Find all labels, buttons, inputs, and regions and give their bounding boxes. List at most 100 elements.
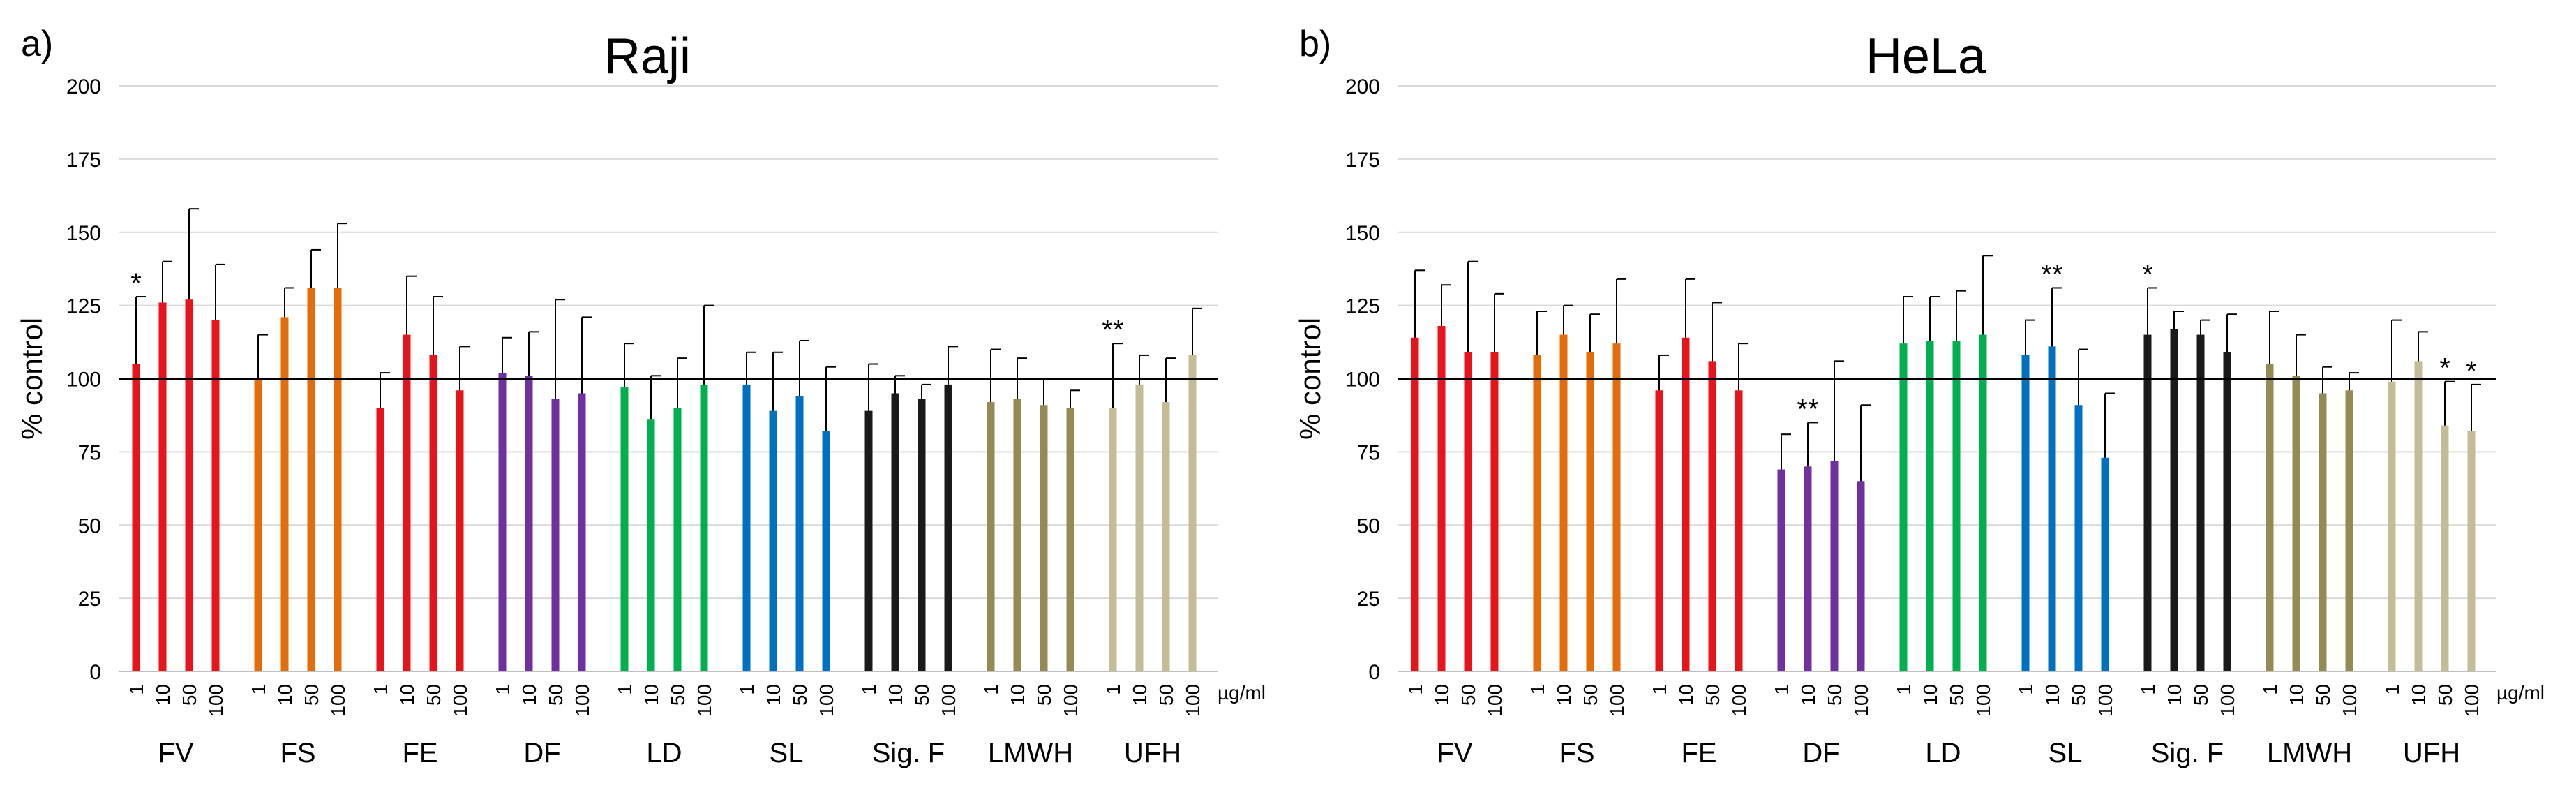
group-label: FV xyxy=(1437,738,1472,768)
significance-marker: ** xyxy=(1102,315,1123,346)
x-tick-label: 100 xyxy=(2339,684,2360,717)
bar-sl-10 xyxy=(769,410,777,671)
bar-fe-10 xyxy=(403,334,411,671)
x-tick-label: 50 xyxy=(1033,684,1055,706)
x-tick-label: 50 xyxy=(1946,684,1968,706)
x-tick-label: 100 xyxy=(1728,684,1750,717)
group-label: Sig. F xyxy=(872,738,945,768)
bar-df-100 xyxy=(1857,481,1865,671)
bar-fs-100 xyxy=(334,288,342,672)
x-tick-label: 100 xyxy=(1850,684,1872,717)
bar-fs-100 xyxy=(1612,343,1621,671)
y-tick-label: 125 xyxy=(1345,295,1380,318)
bar-sl-1 xyxy=(742,384,751,671)
unit-label: µg/ml xyxy=(1218,682,1266,704)
x-tick-label: 50 xyxy=(423,684,444,706)
x-tick-label: 1 xyxy=(1527,684,1548,695)
x-tick-label: 100 xyxy=(327,684,349,717)
x-tick-label: 100 xyxy=(938,684,959,717)
group-label: DF xyxy=(1802,738,1839,768)
x-tick-label: 10 xyxy=(641,684,662,706)
x-tick-label: 1 xyxy=(980,684,1002,695)
bar-ld-50 xyxy=(1952,340,1961,671)
bar-fv-50 xyxy=(185,299,193,671)
bar-df-1 xyxy=(1777,469,1785,671)
y-tick-label: 25 xyxy=(1357,588,1380,611)
y-axis-label: % control xyxy=(1294,318,1326,440)
x-tick-label: 10 xyxy=(396,684,418,706)
y-tick-label: 0 xyxy=(89,661,101,684)
bar-fs-1 xyxy=(1533,355,1541,671)
x-tick-label: 50 xyxy=(2312,684,2334,706)
x-tick-label: 50 xyxy=(2068,684,2090,706)
bar-ufh-10 xyxy=(1135,384,1144,671)
bar-fe-1 xyxy=(376,408,384,671)
x-tick-label: 10 xyxy=(2408,684,2429,706)
bar-fv-10 xyxy=(1437,325,1446,671)
chart-title: HeLa xyxy=(1866,29,1986,84)
bar-ld-100 xyxy=(1979,334,1987,671)
bar-sl-10 xyxy=(2048,346,2056,671)
x-tick-label: 50 xyxy=(2190,684,2212,706)
group-label: SL xyxy=(770,738,804,768)
group-label: LD xyxy=(1925,738,1961,768)
x-tick-label: 10 xyxy=(1129,684,1151,706)
y-tick-label: 175 xyxy=(1345,149,1380,172)
bar-sl-100 xyxy=(2101,457,2109,671)
x-tick-label: 50 xyxy=(545,684,567,706)
group-label: LMWH xyxy=(2267,738,2352,768)
x-tick-label: 50 xyxy=(1824,684,1845,706)
x-tick-label: 10 xyxy=(1007,684,1028,706)
bar-sigf-100 xyxy=(944,384,952,671)
bar-df-100 xyxy=(578,393,586,671)
x-tick-label: 1 xyxy=(492,684,514,695)
x-tick-label: 100 xyxy=(1060,684,1081,717)
x-tick-label: 50 xyxy=(179,684,200,706)
group-label: FE xyxy=(1681,738,1716,768)
x-tick-label: 10 xyxy=(1675,684,1697,706)
y-tick-label: 75 xyxy=(78,441,101,464)
bar-sigf-1 xyxy=(864,410,873,671)
significance-marker: ** xyxy=(2041,259,2062,290)
bar-fs-10 xyxy=(280,317,289,671)
bar-df-10 xyxy=(1804,466,1812,671)
bar-lmwh-1 xyxy=(2266,364,2274,671)
bar-fe-10 xyxy=(1682,337,1690,671)
bar-df-50 xyxy=(551,399,560,671)
x-tick-label: 100 xyxy=(571,684,593,717)
x-tick-label: 1 xyxy=(1405,684,1426,695)
y-tick-label: 100 xyxy=(66,369,101,392)
x-tick-label: 50 xyxy=(789,684,811,706)
x-tick-label: 1 xyxy=(1649,684,1670,695)
bar-fe-1 xyxy=(1655,390,1663,671)
x-tick-label: 50 xyxy=(1702,684,1723,706)
bar-lmwh-10 xyxy=(1013,399,1021,671)
bar-sl-50 xyxy=(795,396,804,671)
x-tick-label: 10 xyxy=(1797,684,1819,706)
bar-fs-50 xyxy=(1586,352,1594,671)
bar-lmwh-50 xyxy=(1040,405,1048,671)
x-tick-label: 100 xyxy=(449,684,471,717)
bar-lmwh-100 xyxy=(2345,390,2353,671)
x-tick-label: 1 xyxy=(2259,684,2281,695)
bar-sigf-50 xyxy=(2196,334,2205,671)
bar-fe-100 xyxy=(1735,390,1743,671)
bar-fe-100 xyxy=(456,390,464,671)
bar-sigf-1 xyxy=(2143,334,2152,671)
bar-fe-50 xyxy=(1708,361,1716,671)
bar-fv-1 xyxy=(132,364,140,671)
bar-ld-10 xyxy=(1926,340,1934,671)
bar-fe-50 xyxy=(429,355,437,671)
bar-sigf-10 xyxy=(2170,329,2178,671)
group-label: Sig. F xyxy=(2151,738,2224,768)
y-tick-label: 150 xyxy=(1345,222,1380,245)
x-tick-label: 1 xyxy=(736,684,758,695)
x-tick-label: 1 xyxy=(858,684,880,695)
x-tick-label: 50 xyxy=(667,684,689,706)
bar-sigf-100 xyxy=(2223,352,2231,671)
group-label: FV xyxy=(158,738,193,768)
significance-marker: * xyxy=(130,268,142,299)
y-tick-label: 25 xyxy=(78,588,101,611)
significance-marker: * xyxy=(2466,356,2477,387)
x-tick-label: 100 xyxy=(2095,684,2116,717)
